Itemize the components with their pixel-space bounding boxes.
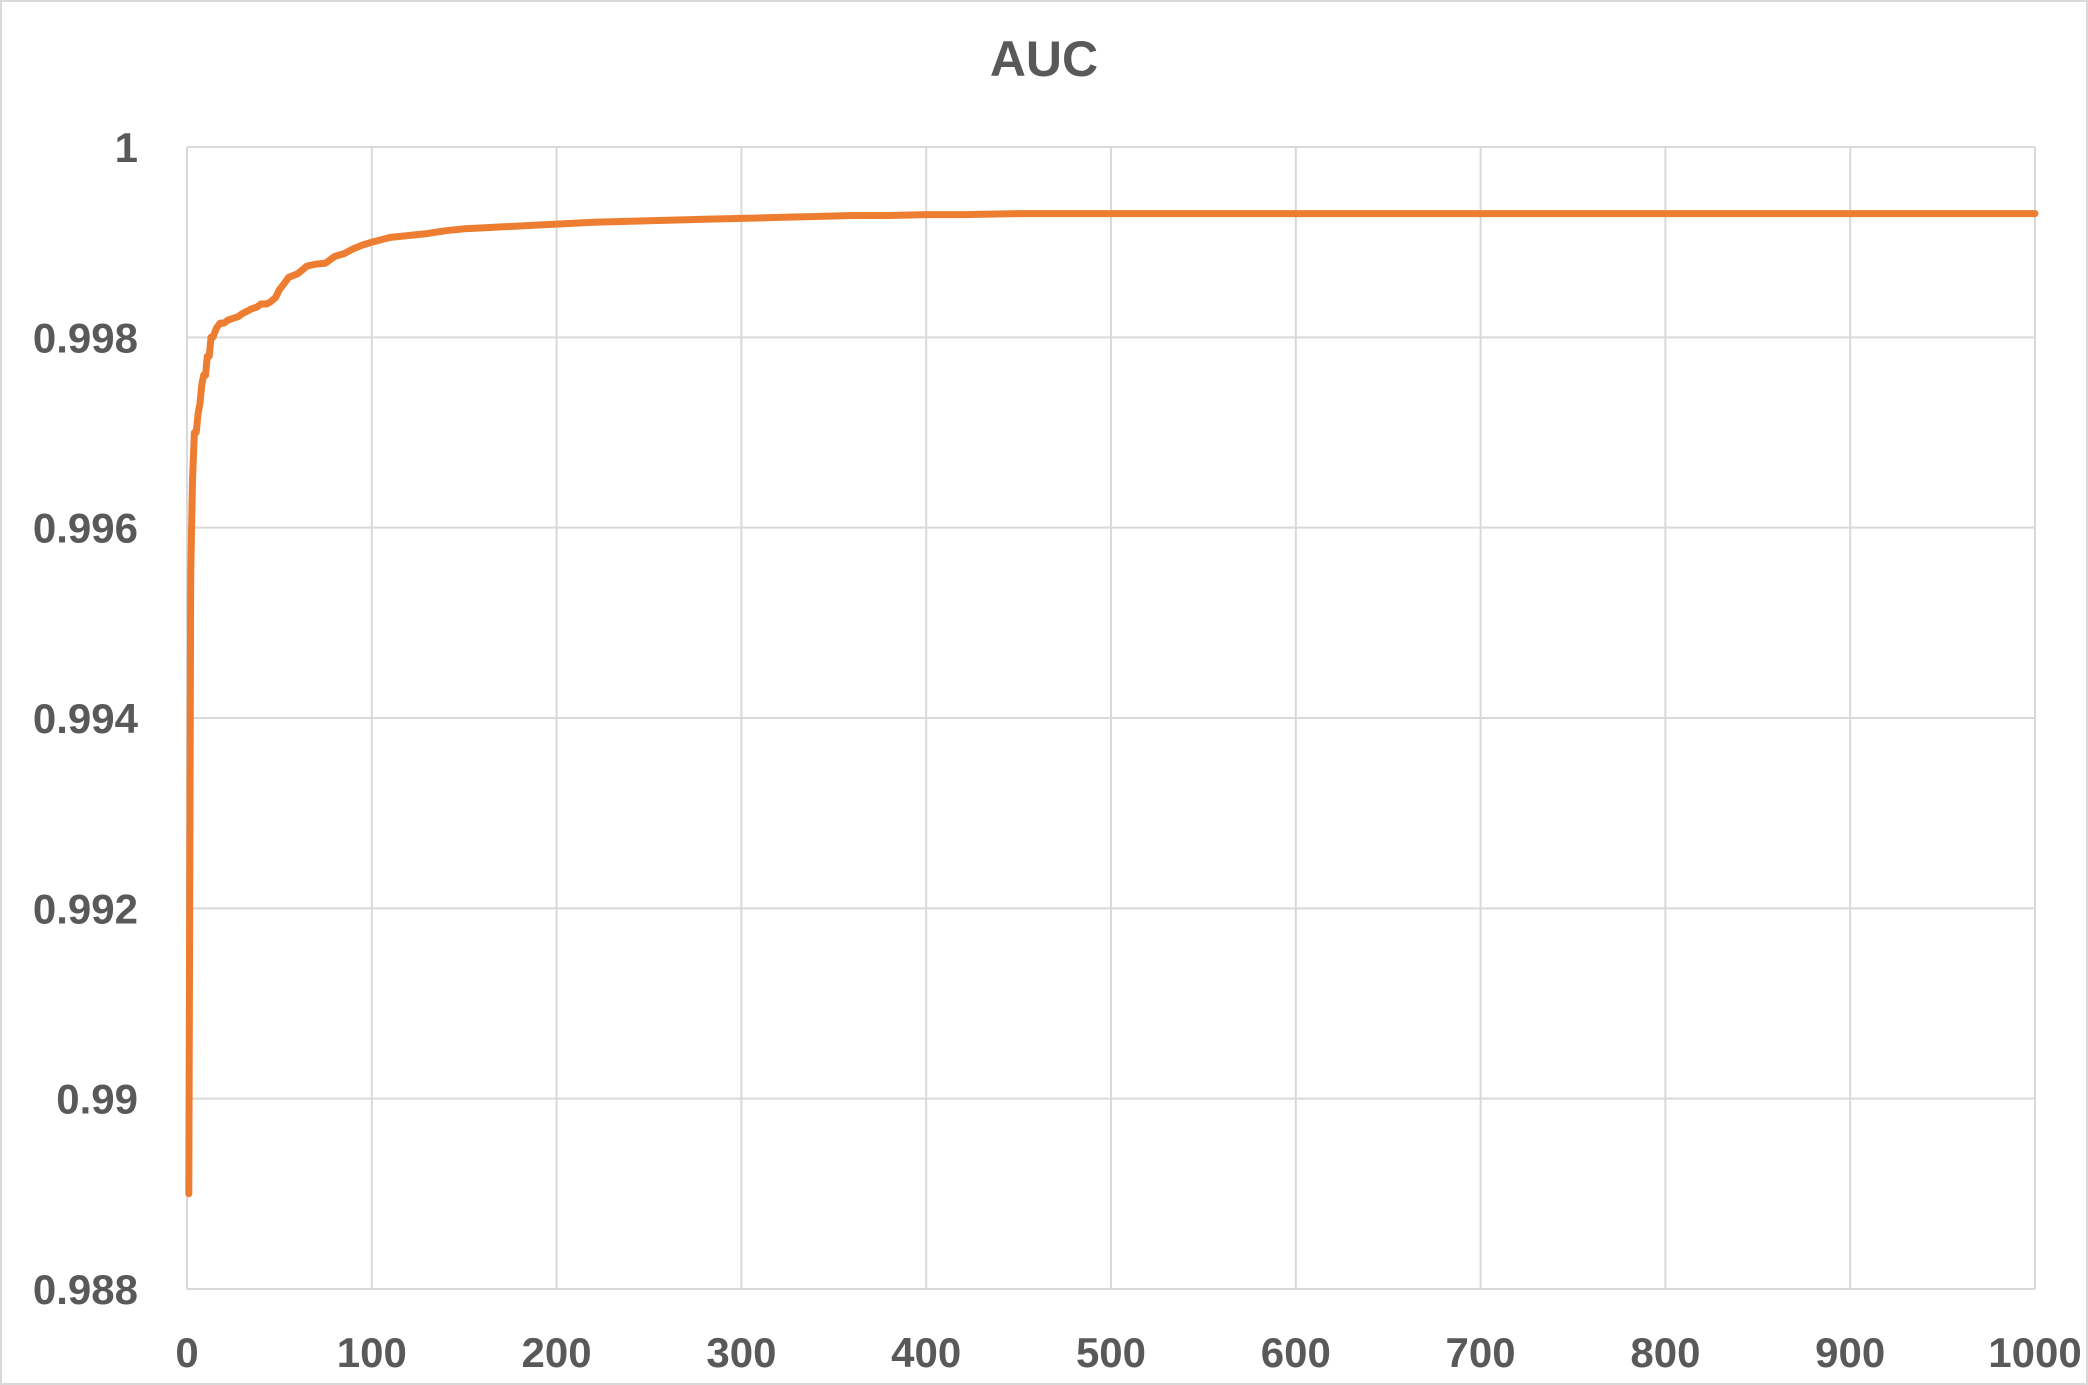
x-tick-label: 900	[1815, 1329, 1885, 1376]
gridlines	[186, 146, 2036, 1290]
series-line	[185, 210, 2039, 1198]
x-tick-label: 800	[1630, 1329, 1700, 1376]
y-tick-label: 0.988	[33, 1266, 138, 1313]
x-tick-label: 300	[706, 1329, 776, 1376]
chart-title: AUC	[989, 31, 1099, 87]
x-tick-label: 500	[1076, 1329, 1146, 1376]
y-tick-label: 1	[115, 124, 138, 171]
x-tick-label: 200	[522, 1329, 592, 1376]
y-tick-label: 0.994	[33, 695, 139, 742]
x-tick-label: 100	[337, 1329, 407, 1376]
y-tick-label: 0.992	[33, 885, 138, 932]
x-tick-label: 1000	[1988, 1329, 2081, 1376]
x-tick-label: 400	[891, 1329, 961, 1376]
y-tick-label: 0.996	[33, 505, 138, 552]
y-axis-tick-labels: 0.988 0.99 0.992 0.994 0.996 0.998 1	[33, 124, 139, 1313]
series-layer	[185, 210, 2039, 1198]
x-tick-label: 0	[175, 1329, 198, 1376]
y-tick-label: 0.998	[33, 314, 138, 361]
x-tick-label: 700	[1446, 1329, 1516, 1376]
x-tick-label: 600	[1261, 1329, 1331, 1376]
y-tick-label: 0.99	[56, 1076, 138, 1123]
x-axis-tick-labels: 0 100 200 300 400 500 600 700 800 900 1000	[175, 1329, 2081, 1376]
